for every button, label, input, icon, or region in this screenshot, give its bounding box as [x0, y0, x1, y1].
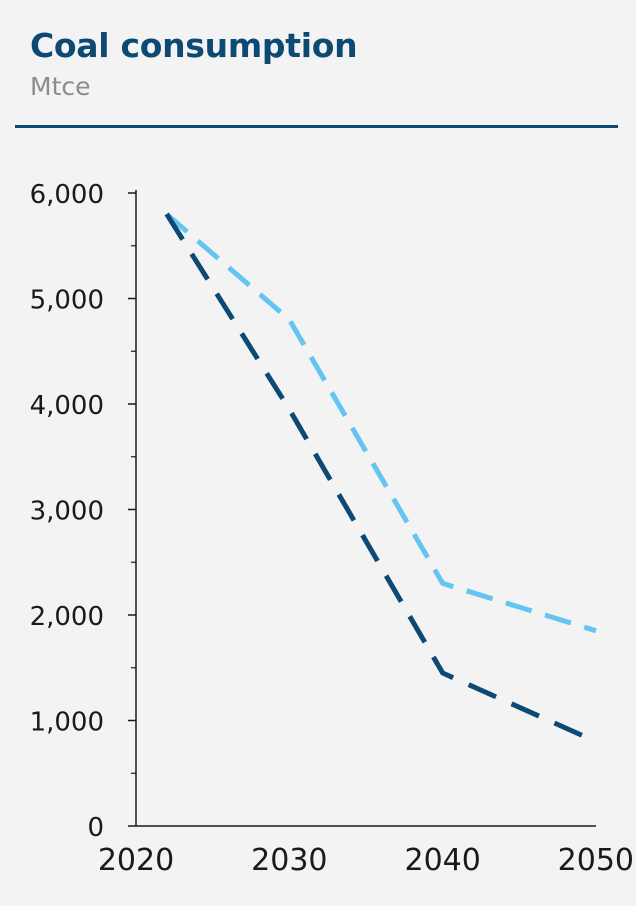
x-tick-label: 2040: [404, 843, 480, 878]
y-tick-label: 4,000: [30, 391, 104, 421]
y-tick-label: 3,000: [30, 497, 104, 527]
series-lines: [164, 212, 598, 744]
chart-title: Coal consumption: [30, 26, 358, 65]
x-tick-label: 2020: [98, 843, 174, 878]
y-tick-label: 6,000: [30, 180, 104, 210]
series-line-1: [164, 212, 598, 744]
y-tick-label: 2,000: [30, 602, 104, 632]
y-tick-label: 5,000: [30, 286, 104, 316]
chart-unit: Mtce: [30, 72, 91, 101]
x-tick-label: 2030: [251, 843, 327, 878]
y-tick-label: 0: [87, 813, 104, 843]
y-axis-ticks: 0 1,000 2,000 3,000 4,000 5,000 6,000: [30, 180, 136, 843]
x-axis-ticks: 2020 2030 2040 2050: [98, 843, 634, 878]
y-tick-label: 1,000: [30, 708, 104, 738]
series-line-0: [165, 212, 597, 634]
x-tick-label: 2050: [558, 843, 634, 878]
title-divider: [15, 125, 618, 128]
